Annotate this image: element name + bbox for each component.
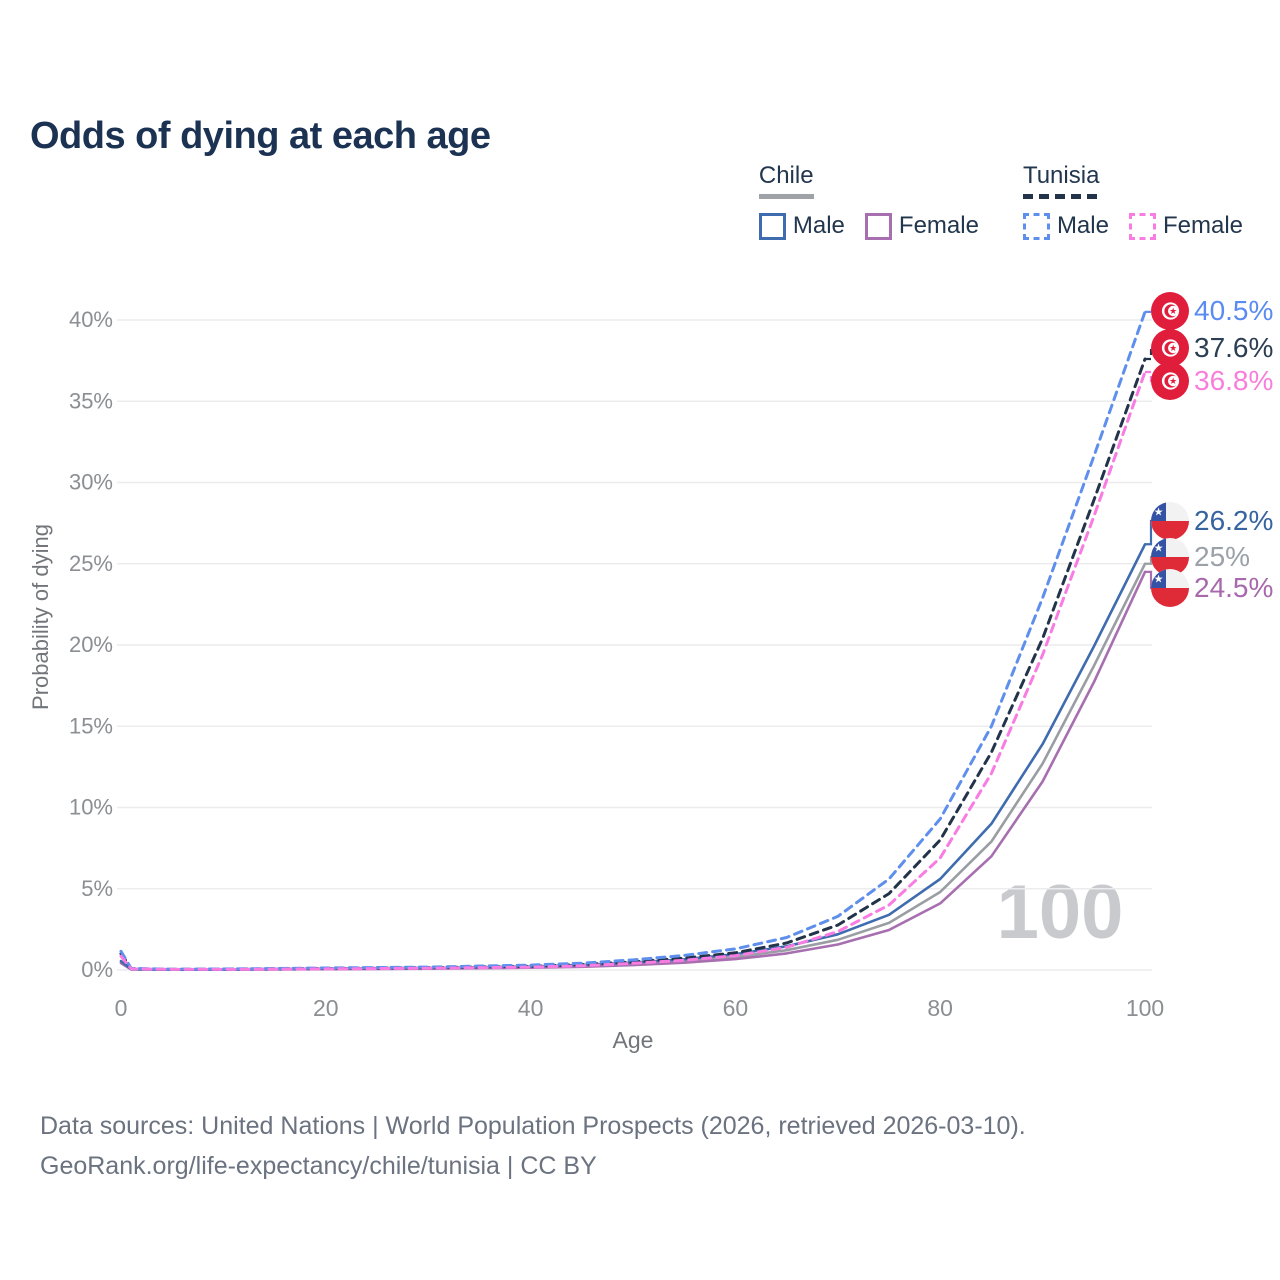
x-tick-label: 40: [518, 995, 544, 1021]
x-tick-label: 80: [927, 995, 953, 1021]
chile-male-swatch-icon: [758, 212, 786, 240]
y-tick-label: 5%: [81, 876, 113, 901]
y-tick-label: 35%: [69, 388, 113, 413]
legend-item-chile-male[interactable]: Male: [758, 212, 845, 240]
legend-item-chile-female[interactable]: Female: [864, 212, 979, 240]
y-tick-label: 25%: [69, 551, 113, 576]
page-title: Odds of dying at each age: [30, 115, 491, 158]
svg-text:★: ★: [1154, 543, 1164, 555]
series-line-chile-male[interactable]: [119, 542, 1147, 971]
svg-text:★: ★: [1169, 376, 1177, 386]
y-tick-label: 10%: [69, 795, 113, 820]
chile-solid-line-key: [758, 194, 814, 199]
legend-item-chile-female-label: Female: [898, 212, 979, 239]
end-value-label: 25%: [1194, 541, 1250, 572]
chile-female-swatch-icon: [864, 212, 892, 240]
end-value-label: 24.5%: [1194, 572, 1273, 603]
legend-group-chile: Chile Male Female: [758, 162, 979, 240]
tunisia-dashed-line-key: [1022, 194, 1100, 199]
y-tick-label: 30%: [69, 470, 113, 495]
y-tick-label: 0%: [81, 957, 113, 982]
y-tick-label: 15%: [69, 713, 113, 738]
x-tick-label: 0: [115, 995, 128, 1021]
legend-item-tunisia-male-label: Male: [1056, 212, 1109, 239]
legend-item-tunisia-female[interactable]: Female: [1128, 212, 1243, 240]
tunisia-flag-icon: ★: [1151, 329, 1189, 367]
y-tick-label: 20%: [69, 632, 113, 657]
svg-text:★: ★: [1154, 574, 1164, 586]
tunisia-flag-icon: ★: [1151, 292, 1189, 330]
chile-flag-icon: ★: [1151, 538, 1189, 576]
end-value-label: 40.5%: [1194, 295, 1273, 326]
legend-item-tunisia-female-label: Female: [1162, 212, 1243, 239]
end-value-label: 36.8%: [1194, 365, 1273, 396]
chart-plot-area: 100 0% 5% 10% 15% 20% 25% 30% 35% 40% 0 20 40 60 80 10…: [28, 292, 1273, 1053]
svg-text:★: ★: [1169, 343, 1177, 353]
legend: Chile Male Female Tunisia Male: [758, 162, 1243, 240]
y-tick-label: 40%: [69, 307, 113, 332]
series-line-tunisia-female[interactable]: [119, 370, 1147, 971]
end-value-label: 37.6%: [1194, 332, 1273, 363]
chile-flag-icon: ★: [1151, 502, 1189, 540]
chile-flag-icon: ★: [1151, 569, 1189, 607]
footer-data-sources: Data sources: United Nations | World Pop…: [40, 1112, 1026, 1140]
legend-group-tunisia: Tunisia Male Female: [1022, 162, 1243, 240]
end-value-label: 26.2%: [1194, 505, 1273, 536]
x-tick-label: 100: [1126, 995, 1164, 1021]
x-tick-label: 60: [723, 995, 749, 1021]
svg-text:★: ★: [1169, 306, 1177, 316]
legend-country-tunisia[interactable]: Tunisia: [1022, 162, 1100, 199]
legend-item-chile-male-label: Male: [792, 212, 845, 239]
svg-text:★: ★: [1154, 507, 1164, 519]
tunisia-male-swatch-icon: [1022, 212, 1050, 240]
age-watermark: 100: [997, 870, 1124, 955]
footer: Data sources: United Nations | World Pop…: [40, 1106, 1026, 1186]
footer-attribution[interactable]: GeoRank.org/life-expectancy/chile/tunisi…: [40, 1152, 597, 1180]
legend-country-tunisia-label: Tunisia: [1022, 162, 1100, 189]
legend-country-chile-label: Chile: [758, 162, 814, 189]
y-axis-title: Probability of dying: [28, 524, 53, 710]
tunisia-female-swatch-icon: [1128, 212, 1156, 240]
legend-country-chile[interactable]: Chile: [758, 162, 814, 199]
x-tick-label: 20: [313, 995, 339, 1021]
x-axis-title: Age: [613, 1027, 654, 1053]
series-line-tunisia[interactable]: [119, 357, 1147, 971]
leader-line: [1145, 346, 1170, 361]
series-line-tunisia-male[interactable]: [119, 310, 1147, 971]
tunisia-flag-icon: ★: [1151, 362, 1189, 400]
leader-line: [1145, 309, 1170, 313]
legend-item-tunisia-male[interactable]: Male: [1022, 212, 1109, 240]
series-line-chile[interactable]: [119, 562, 1147, 972]
